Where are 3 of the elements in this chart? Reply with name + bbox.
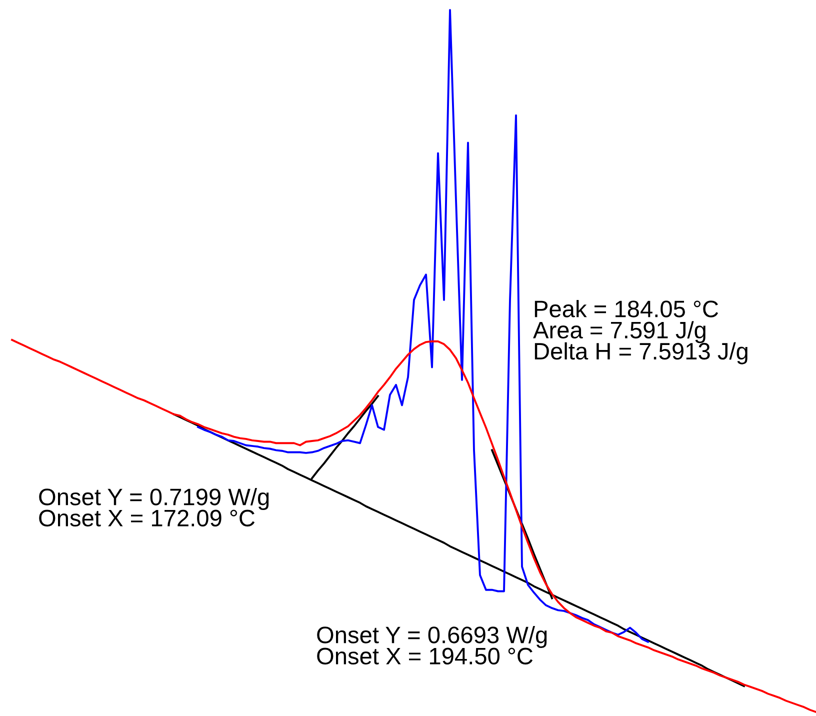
- annotation: Onset Y = 0.6693 W/g Onset X = 194.50 °C: [317, 626, 547, 664]
- annotation: Onset Y = 0.7199 W/g Onset X = 172.09 °C: [39, 488, 269, 526]
- annotation: Peak = 184.05 °C Area = 7.591 J/g Delta H = 7.5913 J/g: [533, 300, 748, 364]
